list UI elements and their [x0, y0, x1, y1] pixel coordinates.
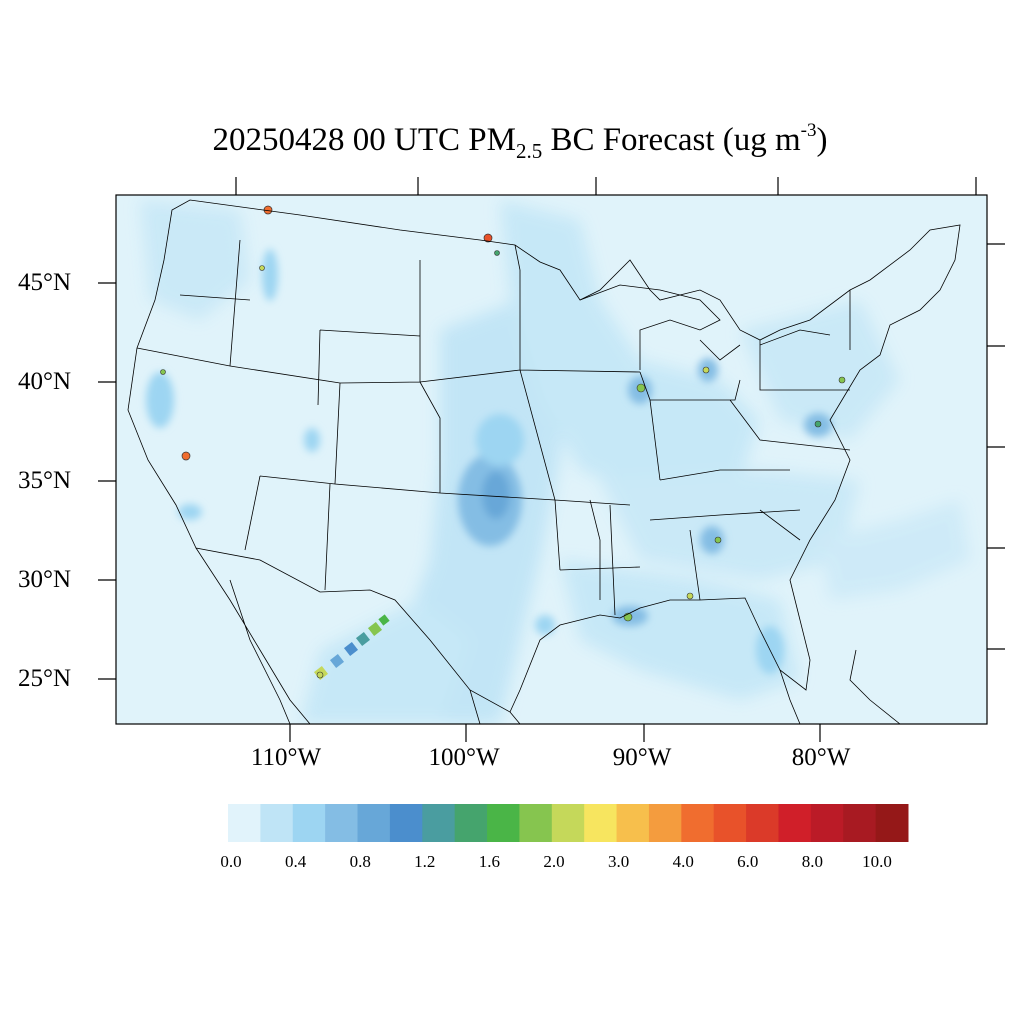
colorbar-tick-label: 3.0	[607, 852, 630, 871]
gulf-region	[560, 560, 800, 700]
lakes	[579, 284, 831, 370]
lat-label-25: 25°N	[18, 665, 72, 692]
boundaries	[127, 199, 961, 724]
colorbar-swatch	[551, 804, 585, 842]
atlanta-hotspot	[700, 526, 724, 554]
colorbar-swatch	[778, 804, 812, 842]
colorbar-tick-label: 2.0	[543, 852, 565, 871]
colorbar-swatch	[487, 804, 520, 842]
colorbar-swatch	[648, 804, 682, 842]
figure-title: 20250428 00 UTC PM2.5 BC Forecast (ug m-…	[0, 120, 1024, 164]
houston-hotspot	[535, 615, 555, 635]
idaho-hotspot	[262, 249, 278, 301]
colorbar-tick-label: 10.0	[862, 852, 892, 871]
mexico-region	[300, 600, 470, 724]
northwest-region	[140, 200, 250, 320]
colorbar-swatch	[357, 804, 391, 842]
lat-label-35: 35°N	[18, 467, 72, 494]
concentration-field	[127, 199, 970, 724]
colorbar-swatch	[519, 804, 553, 842]
colorbar-tick-label: 4.0	[672, 852, 694, 871]
colorbar-swatch	[292, 804, 326, 842]
utah-hotspot	[304, 428, 320, 452]
colorbar-swatch	[260, 804, 294, 842]
colorbar-swatch	[746, 804, 779, 842]
title-prefix: 20250428 00 UTC PM	[212, 122, 516, 158]
colorbar-swatch	[616, 804, 650, 842]
state-lines	[136, 239, 851, 616]
colorbar-swatch	[389, 804, 423, 842]
colorbar-swatch	[584, 804, 618, 842]
california-hotspot	[146, 372, 174, 428]
axis-ticks	[98, 177, 1005, 742]
atlantic-plume	[820, 500, 970, 600]
colorbar-swatch	[810, 804, 844, 842]
colorbar-tick-label: 1.6	[478, 852, 501, 871]
lon-label-100w: 100°W	[428, 744, 500, 771]
lat-label-40: 40°N	[18, 368, 72, 395]
title-subscript: 2.5	[515, 139, 543, 163]
colorbar-tick-label: 6.0	[737, 852, 759, 871]
gulf-coast	[509, 649, 901, 724]
lon-label-90w: 90°W	[612, 744, 672, 771]
southeast-region	[600, 470, 860, 580]
lon-label-110w: 110°W	[250, 744, 322, 771]
colorbar-swatch	[325, 804, 359, 842]
mexico-border	[195, 547, 481, 724]
lat-label-30: 30°N	[18, 566, 72, 593]
colorbar-tick-label: 0.4	[284, 852, 307, 871]
colorbar-swatch	[875, 804, 909, 842]
lat-label-45: 45°N	[18, 269, 72, 296]
lon-label-80w: 80°W	[791, 744, 851, 771]
northeast-region	[740, 300, 900, 440]
title-suffix: )	[816, 122, 828, 158]
colorbar	[228, 804, 909, 842]
oklahoma-core	[482, 471, 510, 519]
title-superscript: -3	[800, 120, 817, 141]
colorbar-tick-label: 0.8	[349, 852, 371, 871]
fire-hotspots	[160, 205, 846, 679]
title-middle: BC Forecast (ug m	[542, 122, 801, 158]
colorbar-tick-label: 8.0	[801, 852, 824, 871]
colorbar-swatch	[228, 804, 261, 842]
colorbar-swatch	[422, 804, 456, 842]
map-frame	[115, 194, 988, 725]
colorbar-tick-label: 0.0	[220, 852, 242, 871]
upper-midwest-region	[500, 200, 760, 500]
mexico-fire-plume	[313, 614, 390, 681]
colorbar-swatch	[454, 804, 488, 842]
us-outline	[127, 199, 961, 713]
colorbar-swatch	[843, 804, 877, 842]
kansas-hotspot	[476, 414, 524, 466]
colorbar-tick-label: 1.2	[414, 852, 436, 871]
colorbar-swatch	[681, 804, 715, 842]
socal-hotspot	[178, 504, 202, 520]
colorbar-swatch	[713, 804, 747, 842]
